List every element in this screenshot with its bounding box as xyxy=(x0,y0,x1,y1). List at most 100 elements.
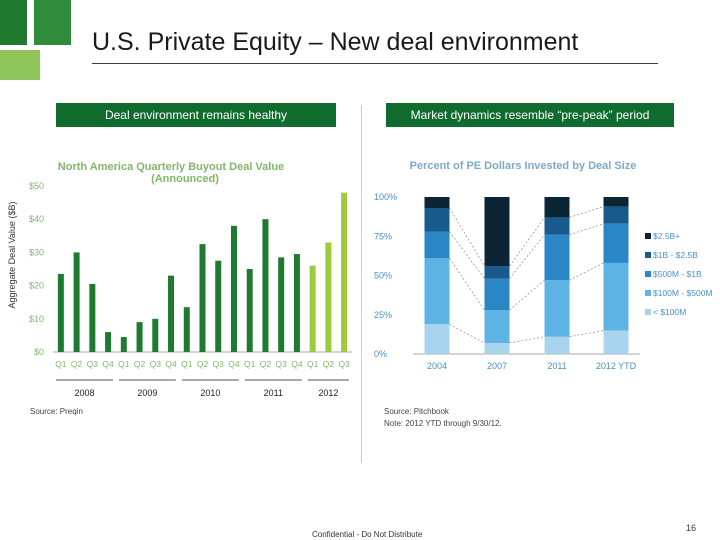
left-banner: Deal environment remains healthy xyxy=(56,103,336,127)
quarter-tick-label: Q4 xyxy=(228,359,240,369)
quarter-tick-label: Q1 xyxy=(244,359,256,369)
legend-swatch xyxy=(645,233,651,239)
right-y-tick-label: 100% xyxy=(374,192,397,202)
deal-value-bar xyxy=(199,244,206,352)
quarter-tick-label: Q1 xyxy=(55,359,67,369)
quarter-tick-label: Q3 xyxy=(338,359,350,369)
deal-size-percent-chart: Percent of PE Dollars Invested by Deal S… xyxy=(374,160,713,371)
quarter-tick-label: Q2 xyxy=(323,359,335,369)
deal-size-segment xyxy=(484,197,510,267)
deal-value-bar xyxy=(105,332,112,352)
quarter-tick-label: Q3 xyxy=(87,359,99,369)
deal-size-segment xyxy=(424,197,450,208)
deal-year-tick-label: 2012 YTD xyxy=(596,361,637,371)
year-group-label: 2008 xyxy=(74,388,94,398)
title-rule xyxy=(92,63,658,64)
segment-connector xyxy=(509,336,545,344)
deal-value-bar xyxy=(136,322,143,352)
deal-value-bar xyxy=(230,225,237,352)
left-source: Source: Preqin xyxy=(30,407,83,416)
segment-connector xyxy=(449,323,485,344)
right-chart-title: Percent of PE Dollars Invested by Deal S… xyxy=(410,160,637,172)
segment-connector xyxy=(449,231,485,279)
quarter-tick-label: Q3 xyxy=(213,359,225,369)
year-group-label: 2011 xyxy=(264,388,283,398)
deal-value-bar xyxy=(293,254,300,352)
deal-value-bar xyxy=(168,275,175,352)
deal-size-segment xyxy=(544,217,570,235)
year-group-label: 2009 xyxy=(137,388,157,398)
deal-value-bar xyxy=(325,242,332,352)
left-y-tick-label: $50 xyxy=(29,181,44,191)
confidential-footer: Confidential - Do Not Distribute xyxy=(312,530,423,539)
left-y-tick-label: $40 xyxy=(29,214,44,224)
legend-swatch xyxy=(645,290,651,296)
segment-connector xyxy=(569,206,604,218)
legend-label: $2.5B+ xyxy=(653,231,680,241)
segment-connector xyxy=(569,330,604,338)
legend-swatch xyxy=(645,252,651,258)
deal-size-segment xyxy=(603,206,629,224)
deal-size-segment xyxy=(424,324,450,354)
deal-size-segment xyxy=(484,343,510,354)
right-y-tick-label: 75% xyxy=(374,231,392,241)
segment-connector xyxy=(569,262,604,281)
right-note: Note: 2012 YTD through 9/30/12. xyxy=(384,419,502,428)
right-y-tick-label: 0% xyxy=(374,349,387,359)
legend-swatch xyxy=(645,309,651,315)
panel-divider xyxy=(361,105,362,463)
year-group-label: 2010 xyxy=(200,388,220,398)
deal-size-segment xyxy=(544,197,570,218)
deal-value-bar xyxy=(183,307,190,352)
segment-connector xyxy=(449,207,485,267)
legend-label: < $100M xyxy=(653,307,686,317)
year-group-label: 2012 xyxy=(318,388,338,398)
quarter-tick-label: Q1 xyxy=(118,359,130,369)
quarter-tick-label: Q4 xyxy=(102,359,114,369)
deal-value-bar xyxy=(278,257,285,352)
right-source: Source: Pitchbook xyxy=(384,407,449,416)
deal-year-tick-label: 2007 xyxy=(487,361,507,371)
legend-label: $100M - $500M xyxy=(653,288,713,298)
segment-connector xyxy=(509,279,545,311)
deal-value-bar xyxy=(309,265,316,352)
segment-connector xyxy=(509,234,545,279)
deal-value-bar xyxy=(262,219,269,352)
quarter-tick-label: Q1 xyxy=(181,359,193,369)
left-chart-subtitle: (Announced) xyxy=(151,173,219,185)
quarter-tick-label: Q3 xyxy=(150,359,162,369)
left-chart-title: North America Quarterly Buyout Deal Valu… xyxy=(58,161,284,173)
quarter-tick-label: Q2 xyxy=(134,359,146,369)
quarter-tick-label: Q4 xyxy=(165,359,177,369)
deal-size-segment xyxy=(603,197,629,207)
legend-swatch xyxy=(645,271,651,277)
corner-square-mid xyxy=(34,0,71,45)
deal-value-bar xyxy=(152,318,159,352)
deal-size-segment xyxy=(544,280,570,337)
deal-value-bar xyxy=(246,269,253,352)
deal-value-bar xyxy=(341,192,348,352)
right-y-tick-label: 25% xyxy=(374,310,392,320)
right-y-tick-label: 50% xyxy=(374,271,392,281)
deal-size-segment xyxy=(424,258,450,325)
quarter-tick-label: Q4 xyxy=(291,359,303,369)
deal-size-segment xyxy=(544,234,570,281)
quarter-tick-label: Q3 xyxy=(276,359,288,369)
deal-value-bar xyxy=(89,283,96,352)
corner-square-light xyxy=(0,50,40,80)
deal-size-segment xyxy=(484,310,510,344)
left-y-tick-label: $20 xyxy=(29,281,44,291)
left-y-tick-label: $0 xyxy=(34,347,44,357)
deal-size-segment xyxy=(603,330,629,354)
deal-value-bar xyxy=(215,260,222,352)
deal-size-segment xyxy=(544,336,570,354)
deal-size-segment xyxy=(484,266,510,279)
right-banner: Market dynamics resemble “pre-peak” peri… xyxy=(386,103,674,127)
segment-connector xyxy=(509,217,545,267)
corner-square-dark xyxy=(0,0,27,45)
deal-value-bar xyxy=(73,252,80,352)
segment-connector xyxy=(449,258,485,311)
deal-value-bar xyxy=(120,337,127,352)
left-y-tick-label: $30 xyxy=(29,247,44,257)
